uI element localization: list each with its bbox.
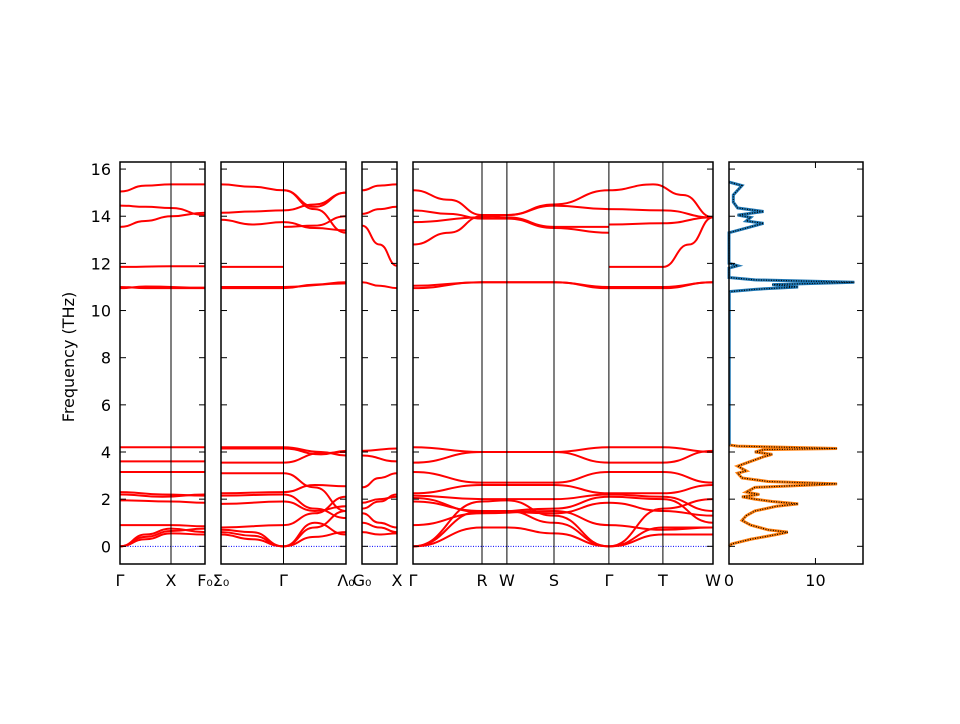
y-tick-label: 8	[101, 349, 111, 368]
band-line	[220, 484, 347, 495]
y-tick-label: 16	[91, 160, 111, 179]
band-line	[119, 183, 205, 193]
x-tick-label: Γ	[116, 571, 125, 590]
band-line	[412, 500, 714, 517]
band-line	[220, 495, 347, 529]
band-line	[361, 281, 398, 290]
x-tick-label: T	[657, 571, 668, 590]
band-line	[361, 521, 398, 534]
band-line	[119, 204, 206, 217]
band-line	[412, 493, 714, 512]
band-line	[220, 500, 347, 512]
band-line	[412, 183, 714, 219]
x-tick-label: S	[549, 571, 559, 590]
band-line	[119, 265, 205, 268]
y-tick-label: 10	[91, 302, 111, 321]
x-tick-label: Γ	[409, 571, 418, 590]
band-line	[221, 446, 347, 457]
band-panel-1: Σ₀ Γ Λ₀	[213, 161, 355, 590]
band-line	[608, 216, 714, 226]
band-line	[119, 499, 206, 504]
y-tick-label: 6	[101, 396, 111, 415]
band-line	[361, 183, 398, 192]
band-line	[608, 208, 714, 219]
band-line	[120, 524, 206, 528]
band-panel-0: Γ X F₀	[116, 161, 213, 590]
dos-series-high	[727, 180, 855, 294]
band-line	[412, 484, 714, 495]
x-tick-label: W	[705, 571, 721, 590]
panel-frame	[119, 161, 206, 565]
band-line	[361, 531, 398, 536]
band-line	[361, 205, 398, 215]
band-line	[361, 495, 398, 504]
band-line	[361, 447, 398, 452]
band-line	[119, 532, 206, 548]
y-tick-label: 0	[101, 537, 111, 556]
band-line	[119, 211, 206, 228]
y-tick-label: 4	[101, 443, 111, 462]
band-line	[412, 215, 609, 246]
band-line	[412, 281, 714, 288]
x-tick-label: X	[392, 571, 403, 590]
y-tick-label: 12	[91, 254, 111, 273]
y-tick-label: 2	[101, 490, 111, 509]
x-tick-label: G₀	[353, 571, 372, 590]
band-line	[361, 454, 398, 463]
band-line	[412, 471, 714, 484]
band-line	[361, 493, 398, 510]
dos-x-tick-label: 0	[724, 571, 734, 590]
x-tick-label: Γ	[279, 571, 288, 590]
band-line	[221, 451, 347, 464]
band-line	[361, 472, 398, 489]
x-tick-label: W	[499, 571, 515, 590]
dos-panel: 0 10	[724, 161, 864, 590]
panel-frame	[412, 161, 714, 565]
x-tick-label: Γ	[604, 571, 613, 590]
panel-frame	[220, 161, 347, 565]
dos-series-low	[727, 443, 838, 548]
band-line	[361, 512, 398, 529]
x-tick-label: F₀	[197, 571, 213, 590]
band-line	[412, 446, 714, 454]
band-line	[220, 493, 347, 520]
band-line	[412, 449, 714, 464]
band-line	[220, 472, 347, 512]
panel-frame	[361, 161, 398, 565]
band-line	[361, 224, 398, 267]
dos-total-line	[728, 181, 855, 293]
dos-x-tick-label: 10	[805, 571, 825, 590]
x-tick-label: Λ₀	[337, 571, 354, 590]
band-line	[119, 527, 206, 548]
y-tick-label: 14	[91, 207, 111, 226]
band-line	[119, 285, 206, 290]
band-line	[608, 216, 714, 268]
dos-frame	[728, 161, 864, 565]
band-line	[412, 509, 714, 531]
band-panel-2: G₀ X	[353, 161, 403, 590]
x-tick-label: Σ₀	[213, 571, 230, 590]
band-line	[119, 493, 206, 498]
band-line	[412, 209, 609, 234]
y-axis-label: Frequency (THz)	[59, 292, 78, 422]
x-tick-label: R	[476, 571, 487, 590]
band-line	[283, 215, 347, 228]
x-tick-label: X	[166, 571, 177, 590]
